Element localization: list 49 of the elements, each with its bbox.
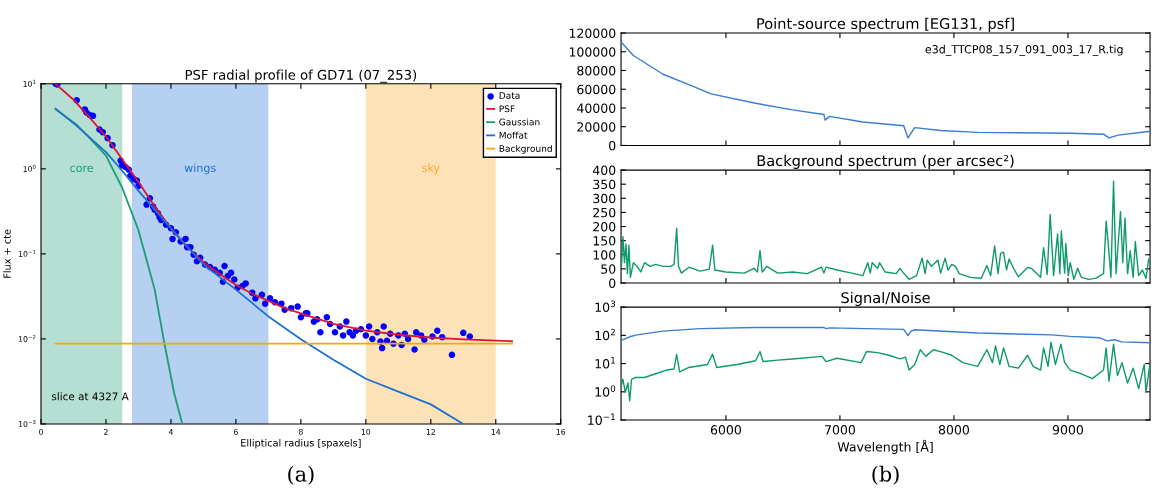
chart-title: Point-source spectrum [EG131, psf] <box>757 17 1014 32</box>
text: (a) <box>288 465 314 485</box>
line-series <box>621 41 1151 139</box>
y-tick-label: 100 <box>593 250 616 260</box>
y-tick-label: 250 <box>593 207 616 218</box>
legend-label: Background <box>499 144 552 154</box>
y-tick-label: 10$^{1}$ <box>595 357 615 369</box>
x-tick-label: 8000 <box>938 425 970 435</box>
y-tick-label: 0 <box>609 140 616 151</box>
y-tick-label: 80000 <box>577 65 616 76</box>
y-tick-label: 50 <box>601 264 616 274</box>
y-tick-label: 400 <box>592 165 616 176</box>
line-series <box>54 108 184 424</box>
legend-label: Moffat <box>499 131 528 139</box>
annotation: slice at 4327 A <box>51 392 129 401</box>
legend-label: Gaussian <box>499 118 540 126</box>
y-tick-label: 200 <box>593 222 616 232</box>
y-tick-label: 10$^{3}$ <box>595 300 616 312</box>
band-label: core <box>70 165 94 173</box>
line-series <box>54 107 465 424</box>
y-tick-label: 350 <box>593 179 616 190</box>
y-tick-label: 40000 <box>577 103 616 113</box>
y-tick-label: 300 <box>593 193 616 204</box>
chart-title: Signal/Noise <box>841 291 930 307</box>
annotation: e3d_TTCP08_157_091_003_17_R.tig <box>925 44 1123 56</box>
y-tick-label: 20000 <box>577 122 616 132</box>
y-tick-label: 10$^{0}$ <box>595 385 616 397</box>
x-tick-label: 6000 <box>710 425 741 435</box>
chart-title: Background spectrum (per arcsec²) <box>757 154 1014 169</box>
y-tick-label: 10$^{2}$ <box>595 328 615 341</box>
legend-label: PSF <box>499 105 515 113</box>
x-axis-title: Wavelength [Å] <box>837 439 933 454</box>
band-label: wings <box>184 163 216 175</box>
band-label: sky <box>422 163 440 175</box>
y-tick-label: 100000 <box>569 47 616 57</box>
line-series <box>621 341 1151 402</box>
y-tick-label: 10$^{−1}$ <box>588 413 615 425</box>
legend-label: Data <box>499 92 520 99</box>
y-tick-label: 0 <box>609 278 616 288</box>
y-tick-label: 120000 <box>569 28 616 38</box>
text: (b) <box>872 465 899 485</box>
chart-title: PSF radial profile of GD71 (07_253) <box>185 69 417 83</box>
y-tick-label: 150 <box>593 236 616 246</box>
x-tick-label: 7000 <box>825 425 856 435</box>
line-series <box>621 326 1151 344</box>
y-tick-label: 60000 <box>577 84 616 95</box>
x-axis-title: Elliptical radius [spaxels] <box>241 439 361 449</box>
x-tick-label: 9000 <box>1052 425 1084 435</box>
y-axis-title: Flux + cte <box>3 229 11 278</box>
